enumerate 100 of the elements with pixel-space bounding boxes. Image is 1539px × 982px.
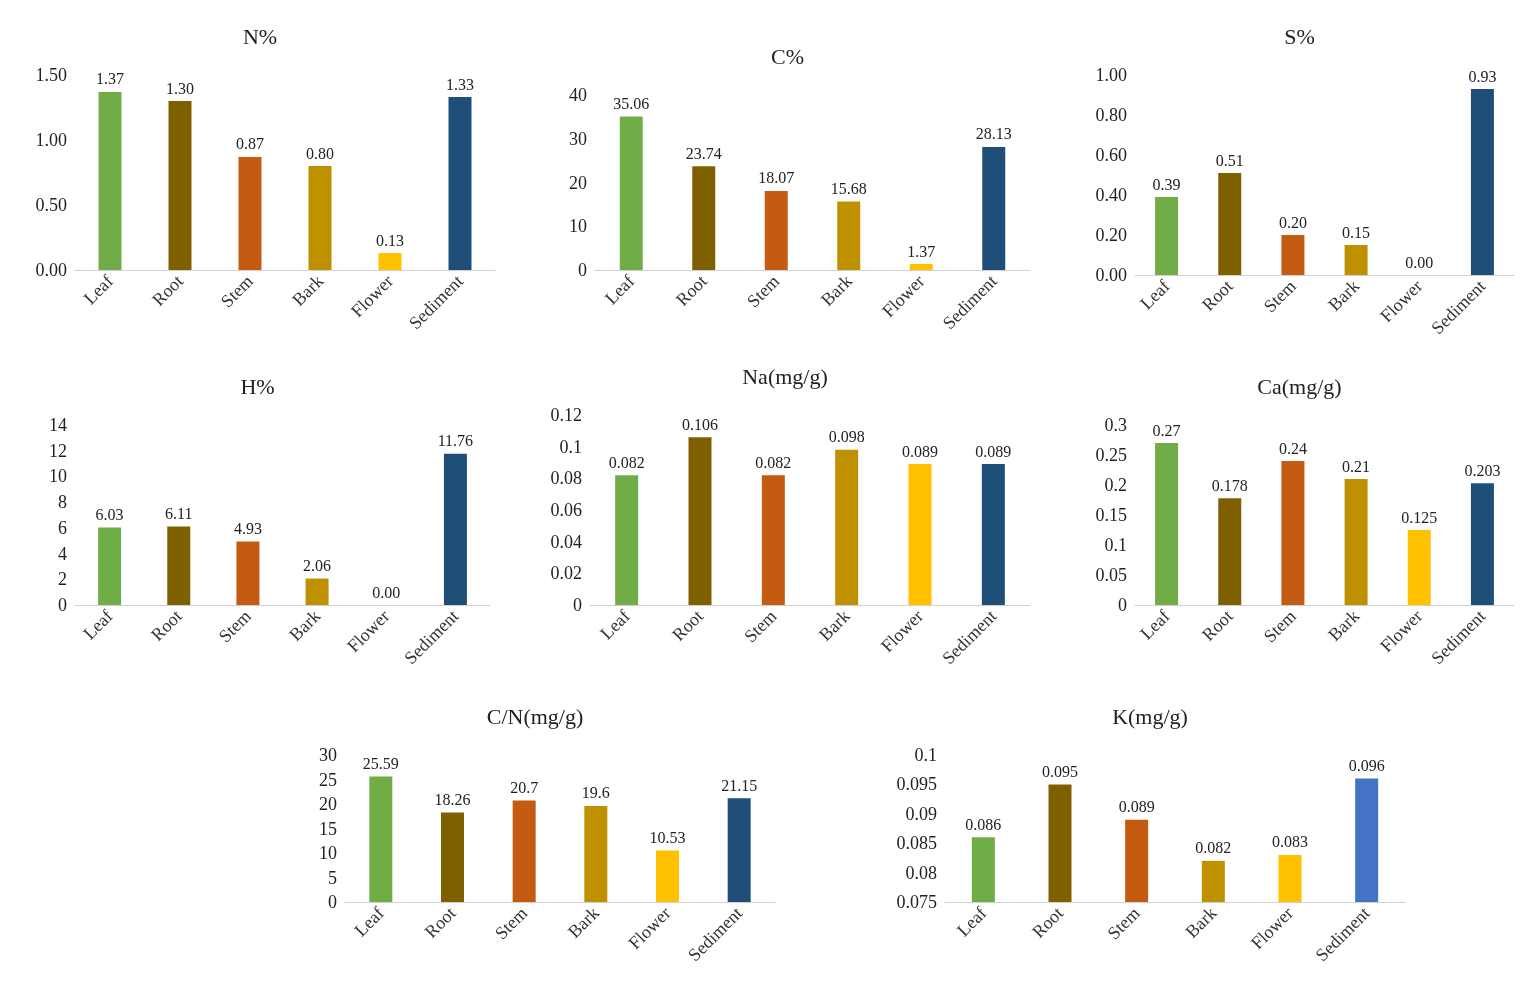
bar [305, 578, 329, 605]
bar [1407, 530, 1431, 605]
bar [584, 805, 608, 902]
y-tick-label: 0.1 [914, 745, 937, 765]
x-tick-label: Root [1028, 902, 1068, 942]
data-label: 1.37 [96, 70, 124, 88]
x-tick-label: Bark [816, 270, 856, 310]
data-label: 1.37 [907, 242, 936, 260]
x-tick-label: Root [668, 605, 708, 645]
y-tick-label: 6 [58, 517, 67, 538]
data-label: 0.095 [1042, 762, 1078, 780]
bar [619, 116, 643, 270]
data-label: 0.24 [1278, 439, 1307, 457]
y-tick-label: 20 [569, 172, 587, 193]
y-tick-label: 0 [58, 595, 67, 615]
bar [688, 437, 712, 605]
x-tick-label: Bark [285, 605, 325, 645]
data-label: 0.20 [1278, 213, 1307, 231]
data-label: 0.082 [755, 453, 792, 471]
bar [1470, 483, 1494, 605]
data-label: 1.30 [166, 79, 194, 97]
data-label: 0.106 [682, 415, 718, 433]
y-tick-label: 0.04 [550, 531, 582, 552]
bar [167, 526, 191, 605]
y-tick-label: 0.095 [896, 774, 937, 795]
data-label: 6.11 [165, 504, 193, 522]
y-tick-label: 0.50 [35, 195, 67, 215]
y-tick-label: 0.085 [896, 833, 937, 854]
data-label: 0.93 [1468, 67, 1497, 85]
y-tick-label: 0.00 [1095, 265, 1127, 285]
x-tick-label: Stem [216, 270, 258, 312]
bar [656, 850, 679, 902]
data-label: 0.098 [828, 428, 865, 446]
x-tick-label: Stem [740, 605, 781, 647]
data-label: 35.06 [613, 95, 650, 113]
y-tick-label: 0.08 [550, 468, 582, 489]
chart-title: C% [771, 43, 804, 69]
x-tick-label: Stem [1103, 902, 1144, 944]
x-tick-label: Root [1197, 275, 1237, 315]
data-label: 4.93 [233, 520, 262, 538]
data-label: 0.51 [1215, 151, 1244, 169]
y-tick-label: 10 [49, 466, 67, 487]
bar [982, 146, 1006, 270]
x-tick-label: Root [671, 270, 711, 310]
bar [1218, 173, 1242, 275]
y-tick-label: 25 [319, 769, 337, 790]
data-label: 28.13 [975, 125, 1012, 143]
y-tick-label: 30 [569, 128, 587, 149]
x-tick-label: Bark [814, 605, 854, 645]
y-tick-label: 1.50 [35, 65, 67, 85]
data-label: 20.7 [510, 779, 539, 797]
data-label: 0.13 [376, 231, 404, 249]
y-tick-label: 40 [569, 85, 587, 105]
data-label: 0.15 [1342, 223, 1371, 241]
x-tick-label: Stem [214, 605, 255, 647]
y-tick-label: 0 [578, 260, 587, 280]
data-label: 0.096 [1348, 757, 1385, 775]
bar [835, 449, 859, 605]
y-tick-label: 0.075 [896, 892, 937, 912]
y-tick-label: 0.1 [559, 436, 582, 457]
y-tick-label: 0.15 [1095, 505, 1127, 525]
x-tick-label: Stem [743, 270, 784, 312]
bar [764, 190, 788, 270]
bar [837, 201, 861, 270]
x-tick-label: Stem [1259, 275, 1300, 317]
y-tick-label: 1.00 [35, 130, 67, 150]
data-label: 0.089 [975, 442, 1012, 460]
chart-title: Na(mg/g) [742, 363, 828, 389]
data-label: 0.086 [965, 815, 1002, 833]
data-label: 18.07 [758, 169, 795, 187]
y-tick-label: 0 [1118, 595, 1127, 615]
y-tick-label: 4 [58, 543, 67, 564]
y-tick-label: 0.06 [550, 500, 582, 520]
x-tick-label: Root [420, 902, 460, 942]
data-label: 0.083 [1272, 833, 1308, 851]
data-label: 0.00 [372, 583, 401, 601]
x-tick-label: Bark [1324, 605, 1364, 645]
y-tick-label: 0.08 [905, 862, 937, 883]
y-tick-label: 20 [319, 794, 337, 814]
bar [1281, 461, 1305, 605]
x-tick-label: Stem [490, 902, 532, 944]
bar [981, 464, 1005, 605]
chart-title: H% [240, 373, 275, 399]
data-label: 11.76 [437, 432, 474, 450]
y-tick-label: 0 [573, 595, 582, 615]
y-tick-label: 0.1 [1104, 535, 1127, 555]
x-tick-label: Stem [1259, 605, 1300, 647]
data-label: 0.125 [1401, 508, 1438, 526]
bar [1470, 89, 1494, 275]
data-label: 0.089 [902, 442, 938, 460]
bar [692, 166, 716, 270]
bar [1344, 479, 1368, 605]
data-label: 18.26 [434, 791, 471, 809]
y-tick-label: 0.02 [550, 563, 582, 584]
bar [98, 527, 122, 605]
data-label: 21.15 [721, 776, 758, 794]
y-tick-label: 10 [569, 216, 587, 237]
y-tick-label: 0.05 [1095, 565, 1127, 585]
x-tick-label: Bark [1324, 275, 1364, 315]
bar [369, 776, 393, 902]
